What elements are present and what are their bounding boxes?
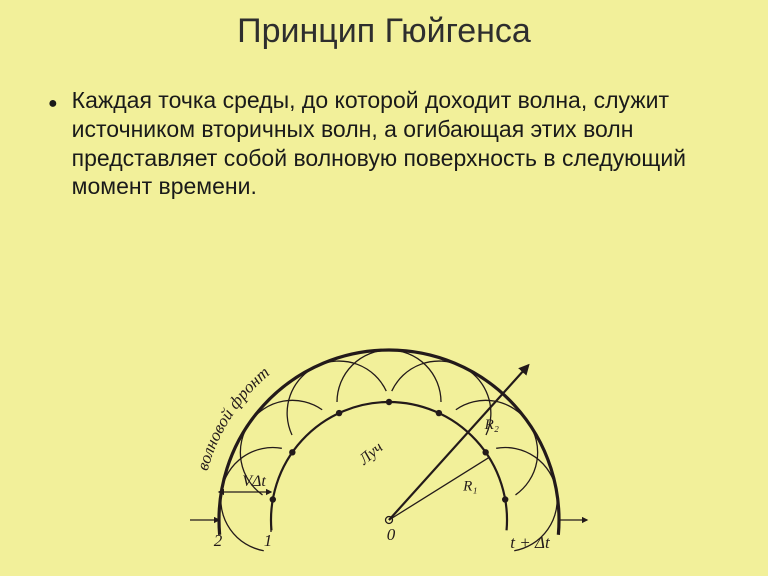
svg-text:2: 2 bbox=[214, 531, 223, 550]
slide: Принцип Гюйгенса ● Каждая точка среды, д… bbox=[0, 0, 768, 576]
bullet-item: ● Каждая точка среды, до которой доходит… bbox=[48, 86, 718, 201]
bullet-text: Каждая точка среды, до которой доходит в… bbox=[72, 86, 718, 201]
huygens-diagram: R₁R₂VΔtволновой фронтЛуч012t + Δt bbox=[184, 262, 584, 552]
svg-text:1: 1 bbox=[264, 531, 273, 550]
svg-text:R₂: R₂ bbox=[484, 417, 499, 433]
bullet-dot-icon: ● bbox=[48, 90, 58, 118]
svg-text:t + Δt: t + Δt bbox=[510, 533, 551, 552]
svg-text:R₁: R₁ bbox=[462, 479, 477, 495]
diagram-svg: R₁R₂VΔtволновой фронтЛуч012t + Δt bbox=[184, 262, 584, 552]
slide-body: ● Каждая точка среды, до которой доходит… bbox=[48, 86, 718, 201]
svg-text:Луч: Луч bbox=[355, 439, 387, 469]
svg-text:0: 0 bbox=[387, 525, 396, 544]
svg-text:VΔt: VΔt bbox=[242, 473, 266, 490]
slide-title: Принцип Гюйгенса bbox=[0, 12, 768, 51]
